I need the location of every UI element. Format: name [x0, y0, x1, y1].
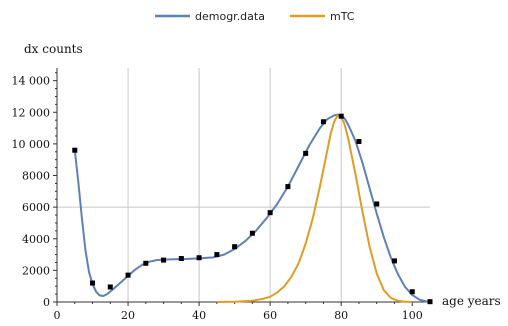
data-point: [214, 252, 220, 258]
series-line-2: [216, 114, 413, 303]
data-point: [107, 284, 113, 290]
data-point: [72, 147, 78, 153]
x-tick-label: 0: [54, 309, 61, 322]
x-tick-label: 80: [334, 309, 348, 322]
y-tick-label: 8000: [22, 170, 50, 183]
x-tick-label: 20: [121, 309, 135, 322]
data-point: [338, 113, 344, 119]
y-tick-label: 10 000: [12, 138, 51, 151]
data-point: [249, 230, 255, 236]
legend: demogr.data mTC: [155, 10, 355, 23]
data-point: [427, 299, 433, 305]
data-point: [232, 244, 238, 250]
data-point: [196, 255, 202, 261]
x-tick-label: 60: [263, 309, 277, 322]
data-point: [391, 258, 397, 264]
data-point: [178, 256, 184, 262]
y-ticks: 0 2000 4000 6000 8000 10 000 12 000 14 000: [12, 72, 57, 309]
y-tick-label: 14 000: [12, 75, 51, 88]
data-point: [409, 289, 415, 295]
legend-label-mtc: mTC: [330, 10, 355, 23]
legend-label-demogr: demogr.data: [195, 10, 265, 23]
gridlines: [57, 68, 430, 302]
data-point: [356, 139, 362, 145]
x-tick-label: 100: [402, 309, 423, 322]
data-point: [125, 272, 131, 278]
series-points: [72, 113, 433, 305]
series-line-0: [73, 113, 431, 303]
data-point: [161, 257, 167, 263]
data-point: [303, 150, 309, 156]
x-ticks: 0 20 40 60 80 100: [54, 302, 423, 322]
data-point: [374, 201, 380, 207]
data-point: [285, 184, 291, 190]
y-axis-title: dx counts: [24, 42, 83, 56]
data-point: [320, 119, 326, 125]
y-tick-label: 2000: [22, 264, 50, 277]
y-tick-label: 4000: [22, 233, 50, 246]
x-tick-label: 40: [192, 309, 206, 322]
x-axis-title: age years: [442, 294, 501, 308]
data-point: [267, 210, 273, 216]
data-point: [143, 260, 149, 266]
y-tick-label: 12 000: [12, 106, 51, 119]
y-tick-label: 0: [43, 296, 50, 309]
series-lines: [73, 113, 431, 303]
data-point: [90, 280, 96, 286]
y-tick-label: 6000: [22, 201, 50, 214]
